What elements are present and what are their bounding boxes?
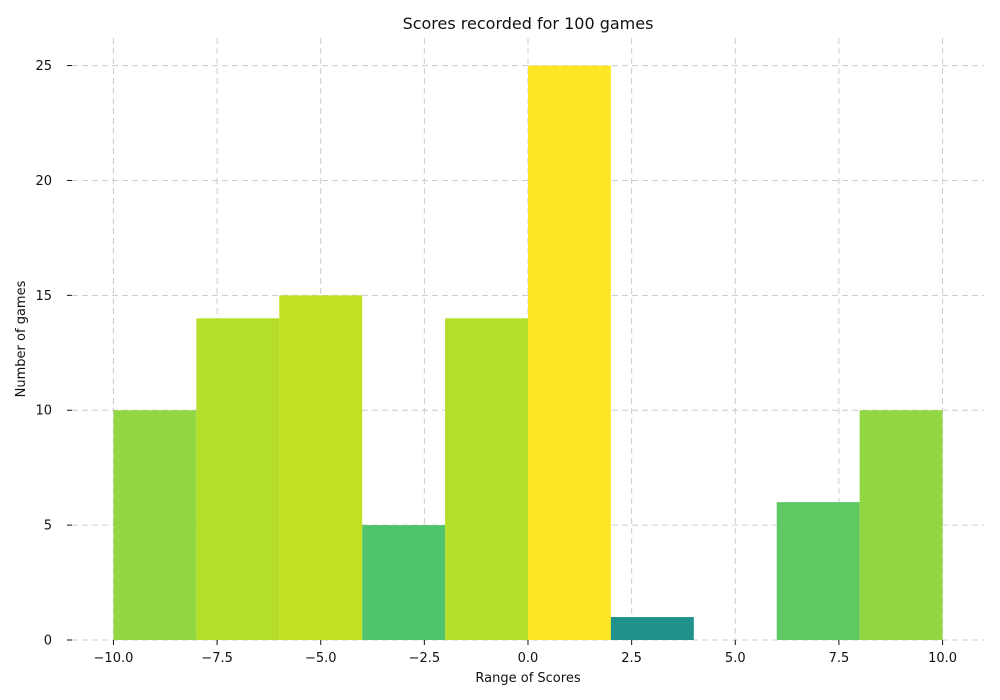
y-axis-label: Number of games — [14, 280, 29, 397]
y-axis-ticks: 0 5 10 15 20 25 — [35, 59, 72, 649]
x-axis-label: Range of Scores — [475, 671, 580, 686]
x-axis-ticks: −10.0 −7.5 −5.0 −2.5 0.0 2.5 5.0 7.5 10.0 — [94, 640, 957, 666]
y-tick-label: 5 — [44, 519, 52, 534]
x-tick-label: −10.0 — [94, 651, 134, 666]
histogram-bar — [528, 65, 611, 641]
x-tick-label: 0.0 — [518, 651, 539, 666]
x-tick-label: 7.5 — [829, 651, 850, 666]
x-tick-label: −2.5 — [409, 651, 441, 666]
y-tick-label: 20 — [35, 174, 52, 189]
histogram-bar — [196, 318, 280, 640]
chart-title: Scores recorded for 100 games — [403, 14, 654, 33]
x-tick-label: −5.0 — [305, 651, 337, 666]
bars-layer — [113, 65, 943, 641]
histogram-bar — [445, 318, 528, 640]
x-tick-label: 10.0 — [928, 651, 957, 666]
x-tick-label: −7.5 — [201, 651, 233, 666]
histogram-bar — [776, 502, 860, 640]
y-tick-label: 0 — [44, 634, 52, 649]
y-tick-label: 10 — [35, 404, 52, 419]
y-tick-label: 25 — [35, 59, 52, 74]
histogram-bar — [610, 617, 694, 640]
histogram-bar — [279, 295, 363, 640]
x-tick-label: 2.5 — [621, 651, 642, 666]
x-tick-label: 5.0 — [725, 651, 746, 666]
y-tick-label: 15 — [35, 289, 52, 304]
histogram-bar — [362, 525, 446, 640]
histogram-bar — [859, 410, 943, 640]
histogram-bar — [113, 410, 197, 640]
